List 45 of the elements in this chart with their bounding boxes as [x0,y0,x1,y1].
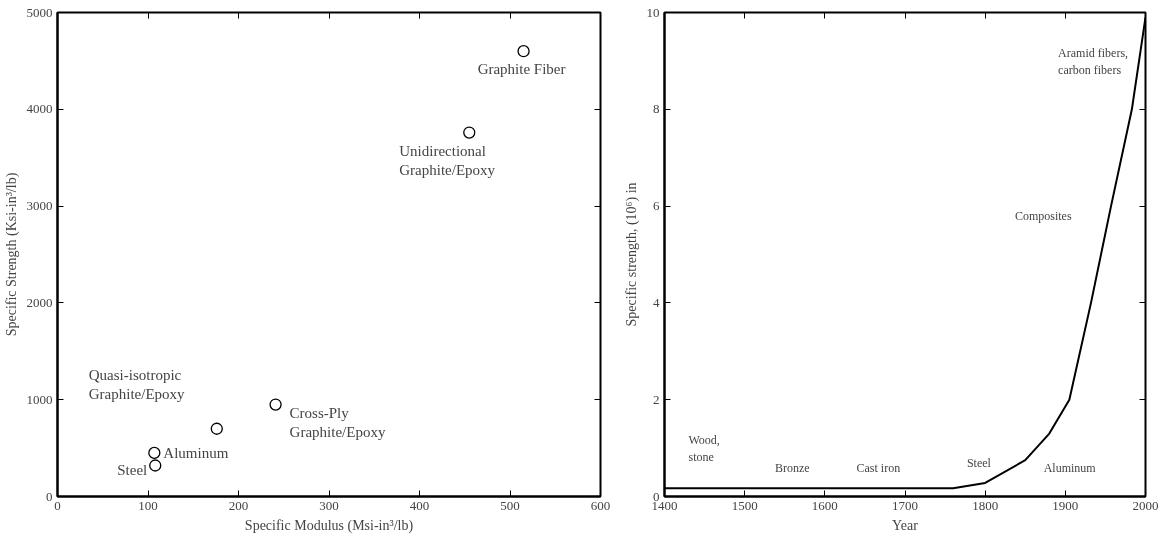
point [269,398,282,411]
y-tick-label: 1000 [26,391,53,407]
x-tick-label: 1800 [972,497,999,513]
y-tick-label: 5000 [26,4,53,20]
y-tick-label: 4 [653,294,660,310]
annotation: Cast iron [856,460,901,475]
x-tick-label: 1700 [892,497,918,513]
x-tick-label: 400 [409,497,430,513]
x-tick-label: 500 [500,497,520,513]
x-tick-label: 1600 [811,497,838,513]
annotation: Graphite Fiber [477,61,566,78]
point [149,459,162,472]
point [463,126,476,139]
annotation: Composites [1014,209,1072,224]
y-tick-label: 3000 [26,198,53,214]
annotation: Quasi-isotropic Graphite/Epoxy [88,366,186,402]
y-tick-label: 10 [646,4,660,20]
y-tick-label: 2 [653,391,660,407]
annotation: Unidirectional Graphite/Epoxy [399,142,496,178]
y-axis-title: Specific Strength (Ksi-in³/lb) [3,172,20,337]
x-axis-title: Year [892,517,919,533]
annotation: Aluminum [1043,460,1097,475]
point [210,422,223,435]
x-tick-label: 1500 [731,497,758,513]
annotation: Aluminum [163,444,229,461]
point [517,45,530,58]
annotation: Wood, stone [688,432,720,464]
x-tick-label: 600 [590,497,611,513]
point [148,446,161,460]
x-tick-label: 2000 [1132,497,1159,513]
annotation: Steel [966,455,992,470]
x-tick-label: 100 [138,497,158,513]
annotation: Steel [117,461,148,478]
y-axis-title: Specific strength, (10⁶) in [623,182,640,327]
x-tick-label: 300 [319,497,339,513]
y-tick-label: 4000 [26,101,53,117]
y-tick-label: 8 [653,101,660,117]
annotation: Aramid fibers, carbon fibers [1058,46,1129,78]
x-tick-label: 1900 [1052,497,1079,513]
x-tick-label: 200 [228,497,249,513]
y-tick-label: 6 [653,198,660,214]
y-tick-label: 2000 [26,294,53,310]
x-axis-title: Specific Modulus (Msi-in³/lb) [244,517,414,534]
annotation: Cross-Ply Graphite/Epoxy [289,404,386,440]
annotation: Bronze [774,460,810,475]
